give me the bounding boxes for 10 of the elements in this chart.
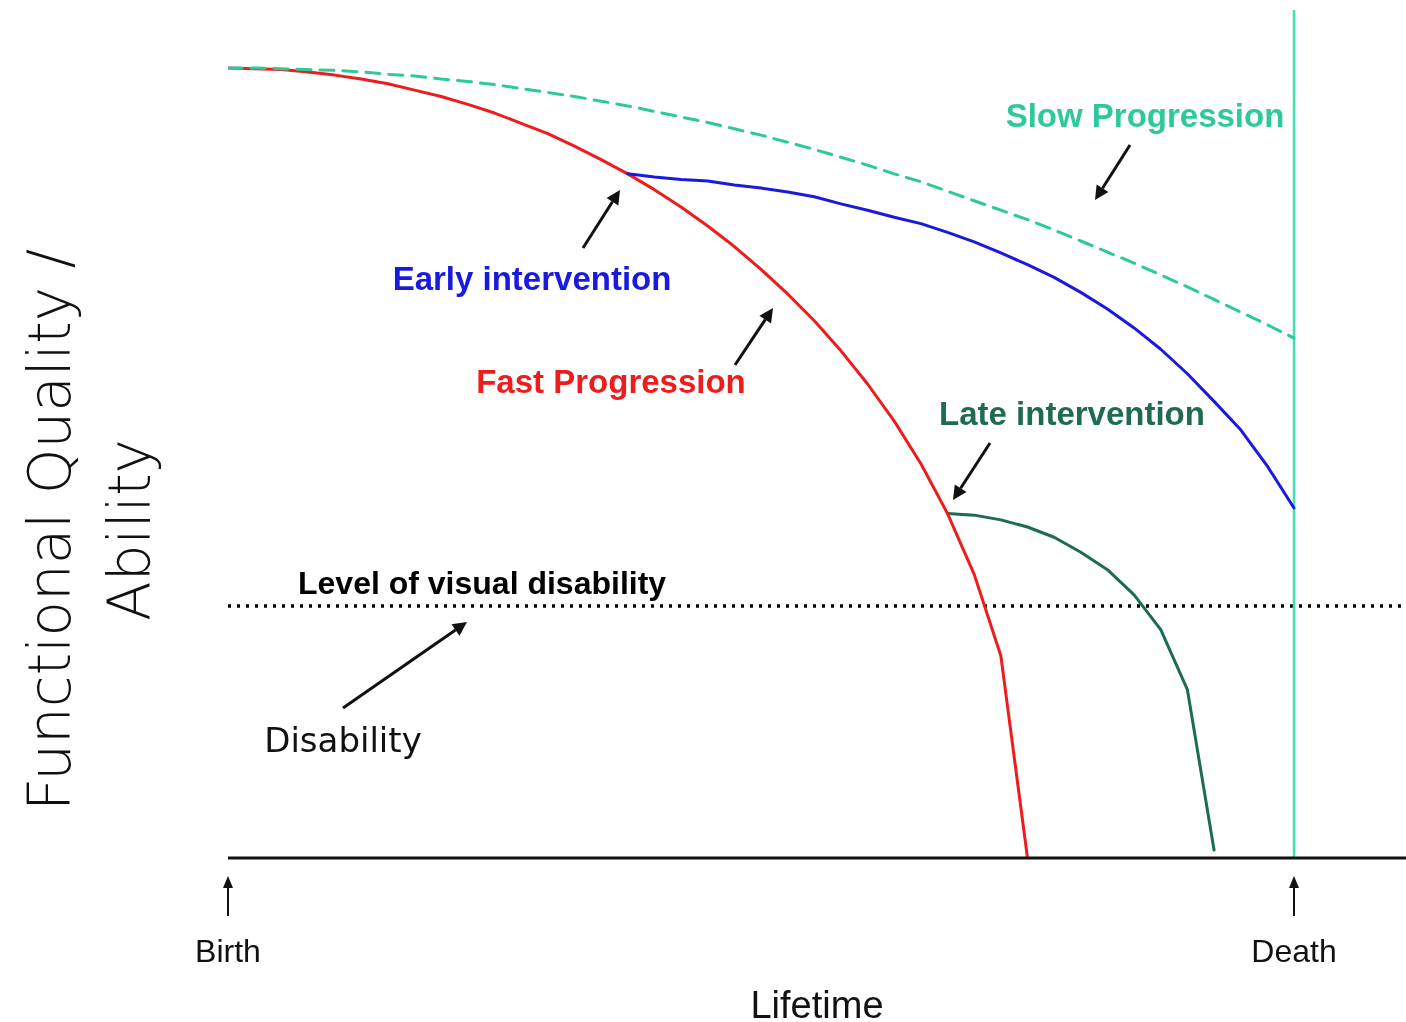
annotation: Disability — [264, 719, 422, 760]
x-tick-label: Death — [1251, 933, 1337, 969]
text: Early intervention — [392, 259, 672, 297]
text: Fast Progression — [476, 362, 746, 400]
x-tick-label: Birth — [195, 933, 261, 969]
text: Late intervention — [939, 394, 1205, 432]
y-axis-title: Functional Quality / Ability — [15, 248, 165, 813]
ref-line-label: Level of visual disability — [298, 564, 667, 601]
text: Slow Progression — [1005, 96, 1285, 134]
x-axis-title: Lifetime — [750, 984, 884, 1022]
